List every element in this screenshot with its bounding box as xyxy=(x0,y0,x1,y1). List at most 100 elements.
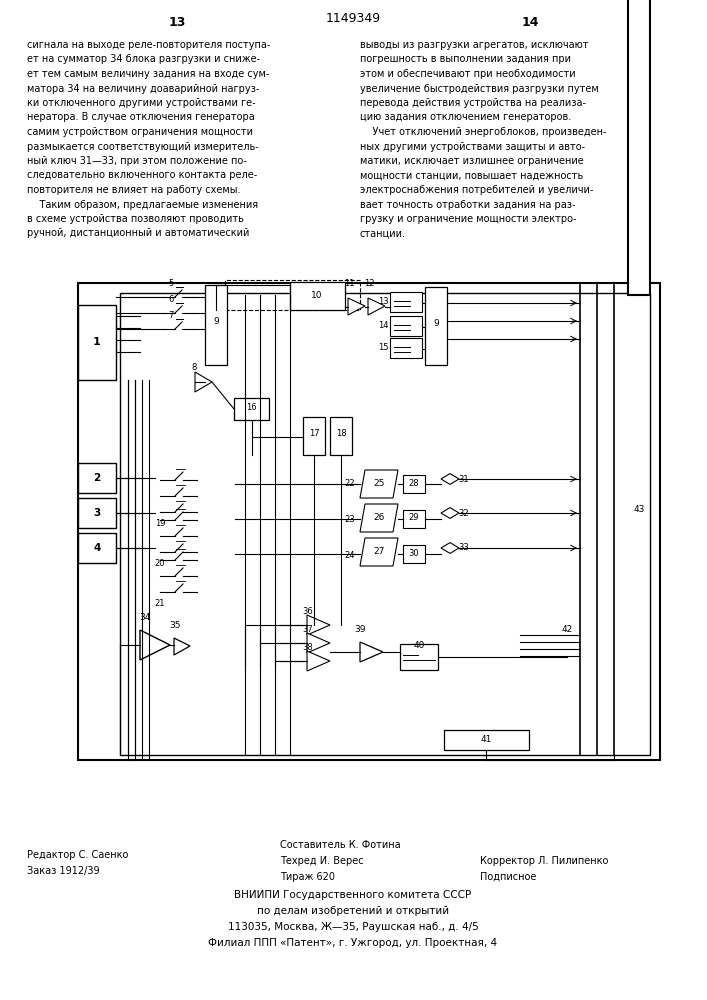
Text: 10: 10 xyxy=(311,290,323,300)
Text: 19: 19 xyxy=(155,518,165,528)
Bar xyxy=(155,508,235,558)
Text: 41: 41 xyxy=(480,734,491,744)
Text: матора 34 на величину доаварийной нагруз-: матора 34 на величину доаварийной нагруз… xyxy=(27,84,259,94)
Polygon shape xyxy=(140,630,170,660)
Text: 9: 9 xyxy=(213,318,219,326)
Polygon shape xyxy=(307,633,330,653)
Bar xyxy=(390,316,422,336)
Text: 8: 8 xyxy=(192,362,197,371)
Text: следовательно включенного контакта реле-: следовательно включенного контакта реле- xyxy=(27,170,257,180)
Text: 39: 39 xyxy=(354,626,366,635)
Text: Корректор Л. Пилипенко: Корректор Л. Пилипенко xyxy=(480,856,609,866)
Text: ВНИИПИ Государственного комитета СССР: ВНИИПИ Государственного комитета СССР xyxy=(235,890,472,900)
Polygon shape xyxy=(441,543,459,553)
Text: 3: 3 xyxy=(93,508,100,518)
Polygon shape xyxy=(360,504,398,532)
Text: 9: 9 xyxy=(433,320,439,328)
Text: 24: 24 xyxy=(345,550,355,560)
Text: нератора. В случае отключения генератора: нератора. В случае отключения генератора xyxy=(27,112,255,122)
Text: 1149349: 1149349 xyxy=(325,11,380,24)
Polygon shape xyxy=(360,642,383,662)
Polygon shape xyxy=(348,298,365,315)
Text: 16: 16 xyxy=(246,403,257,412)
Text: 38: 38 xyxy=(303,643,313,652)
Text: 113035, Москва, Ж—35, Раушская наб., д. 4/5: 113035, Москва, Ж—35, Раушская наб., д. … xyxy=(228,922,479,932)
Text: Редактор С. Саенко: Редактор С. Саенко xyxy=(27,850,129,860)
Text: вает точность отработки задания на раз-: вает точность отработки задания на раз- xyxy=(360,200,575,210)
Bar xyxy=(425,287,447,365)
Text: Филиал ППП «Патент», г. Ужгород, ул. Проектная, 4: Филиал ППП «Патент», г. Ужгород, ул. Про… xyxy=(209,938,498,948)
Text: 40: 40 xyxy=(414,641,425,650)
Text: этом и обеспечивают при необходимости: этом и обеспечивают при необходимости xyxy=(360,69,575,79)
Text: 21: 21 xyxy=(155,598,165,607)
Bar xyxy=(205,285,227,365)
Bar xyxy=(78,305,116,380)
Polygon shape xyxy=(174,638,190,655)
Polygon shape xyxy=(441,508,459,518)
Bar xyxy=(120,293,650,755)
Text: 15: 15 xyxy=(378,342,388,352)
Text: 5: 5 xyxy=(168,279,174,288)
Bar xyxy=(403,475,425,493)
Text: 14: 14 xyxy=(378,320,388,330)
Text: цию задания отключением генераторов.: цию задания отключением генераторов. xyxy=(360,112,571,122)
Bar xyxy=(444,730,529,750)
Bar xyxy=(78,498,116,528)
Text: 11: 11 xyxy=(344,279,354,288)
Text: размыкается соответствующий измеритель-: размыкается соответствующий измеритель- xyxy=(27,141,259,151)
Text: 36: 36 xyxy=(303,606,313,615)
Text: ет тем самым величину задания на входе сум-: ет тем самым величину задания на входе с… xyxy=(27,69,269,79)
Text: 27: 27 xyxy=(373,548,385,556)
Text: ных другими устройствами защиты и авто-: ных другими устройствами защиты и авто- xyxy=(360,141,585,151)
Text: станции.: станции. xyxy=(360,229,406,238)
Text: грузку и ограничение мощности электро-: грузку и ограничение мощности электро- xyxy=(360,214,576,224)
Text: 23: 23 xyxy=(345,514,356,524)
Text: ручной, дистанционный и автоматический: ручной, дистанционный и автоматический xyxy=(27,229,250,238)
Polygon shape xyxy=(307,651,330,671)
Text: 28: 28 xyxy=(409,479,419,488)
Polygon shape xyxy=(441,474,459,484)
Text: 13: 13 xyxy=(378,296,388,306)
Text: Таким образом, предлагаемые изменения: Таким образом, предлагаемые изменения xyxy=(27,200,258,210)
Text: мощности станции, повышает надежность: мощности станции, повышает надежность xyxy=(360,170,583,180)
Bar xyxy=(155,548,235,598)
Text: в схеме устройства позволяют проводить: в схеме устройства позволяют проводить xyxy=(27,214,244,224)
Text: Тираж 620: Тираж 620 xyxy=(280,872,335,882)
Text: 12: 12 xyxy=(363,279,374,288)
Bar xyxy=(234,398,269,420)
Polygon shape xyxy=(307,615,330,635)
Text: погрешность в выполнении задания при: погрешность в выполнении задания при xyxy=(360,54,571,64)
Text: 14: 14 xyxy=(521,15,539,28)
Bar xyxy=(225,280,360,310)
Polygon shape xyxy=(360,538,398,566)
Text: 20: 20 xyxy=(155,558,165,568)
Text: 25: 25 xyxy=(373,480,385,488)
Text: 22: 22 xyxy=(345,480,355,488)
Text: 29: 29 xyxy=(409,514,419,522)
Text: ки отключенного другими устройствами ге-: ки отключенного другими устройствами ге- xyxy=(27,98,256,108)
Text: 37: 37 xyxy=(303,624,313,634)
Text: 17: 17 xyxy=(309,430,320,438)
Text: 34: 34 xyxy=(139,612,151,621)
Bar xyxy=(390,292,422,312)
Text: выводы из разгрузки агрегатов, исключают: выводы из разгрузки агрегатов, исключают xyxy=(360,40,588,50)
Text: 33: 33 xyxy=(459,544,469,552)
Text: повторителя не влияет на работу схемы.: повторителя не влияет на работу схемы. xyxy=(27,185,240,195)
Text: 26: 26 xyxy=(373,514,385,522)
Text: 42: 42 xyxy=(561,626,573,635)
Bar xyxy=(403,545,425,563)
Polygon shape xyxy=(195,372,212,392)
Text: 13: 13 xyxy=(168,15,186,28)
Text: перевода действия устройства на реализа-: перевода действия устройства на реализа- xyxy=(360,98,586,108)
Polygon shape xyxy=(368,298,385,315)
Text: сигнала на выходе реле-повторителя поступа-: сигнала на выходе реле-повторителя посту… xyxy=(27,40,270,50)
Text: самим устройством ограничения мощности: самим устройством ограничения мощности xyxy=(27,127,253,137)
Text: по делам изобретений и открытий: по делам изобретений и открытий xyxy=(257,906,449,916)
Polygon shape xyxy=(360,470,398,498)
Bar xyxy=(330,417,352,455)
Bar xyxy=(78,533,116,563)
Text: 31: 31 xyxy=(459,475,469,484)
Text: матики, исключает излишнее ограничение: матики, исключает излишнее ограничение xyxy=(360,156,584,166)
Text: увеличение быстродействия разгрузки путем: увеличение быстродействия разгрузки путе… xyxy=(360,84,599,94)
Text: Учет отключений энергоблоков, произведен-: Учет отключений энергоблоков, произведен… xyxy=(360,127,607,137)
